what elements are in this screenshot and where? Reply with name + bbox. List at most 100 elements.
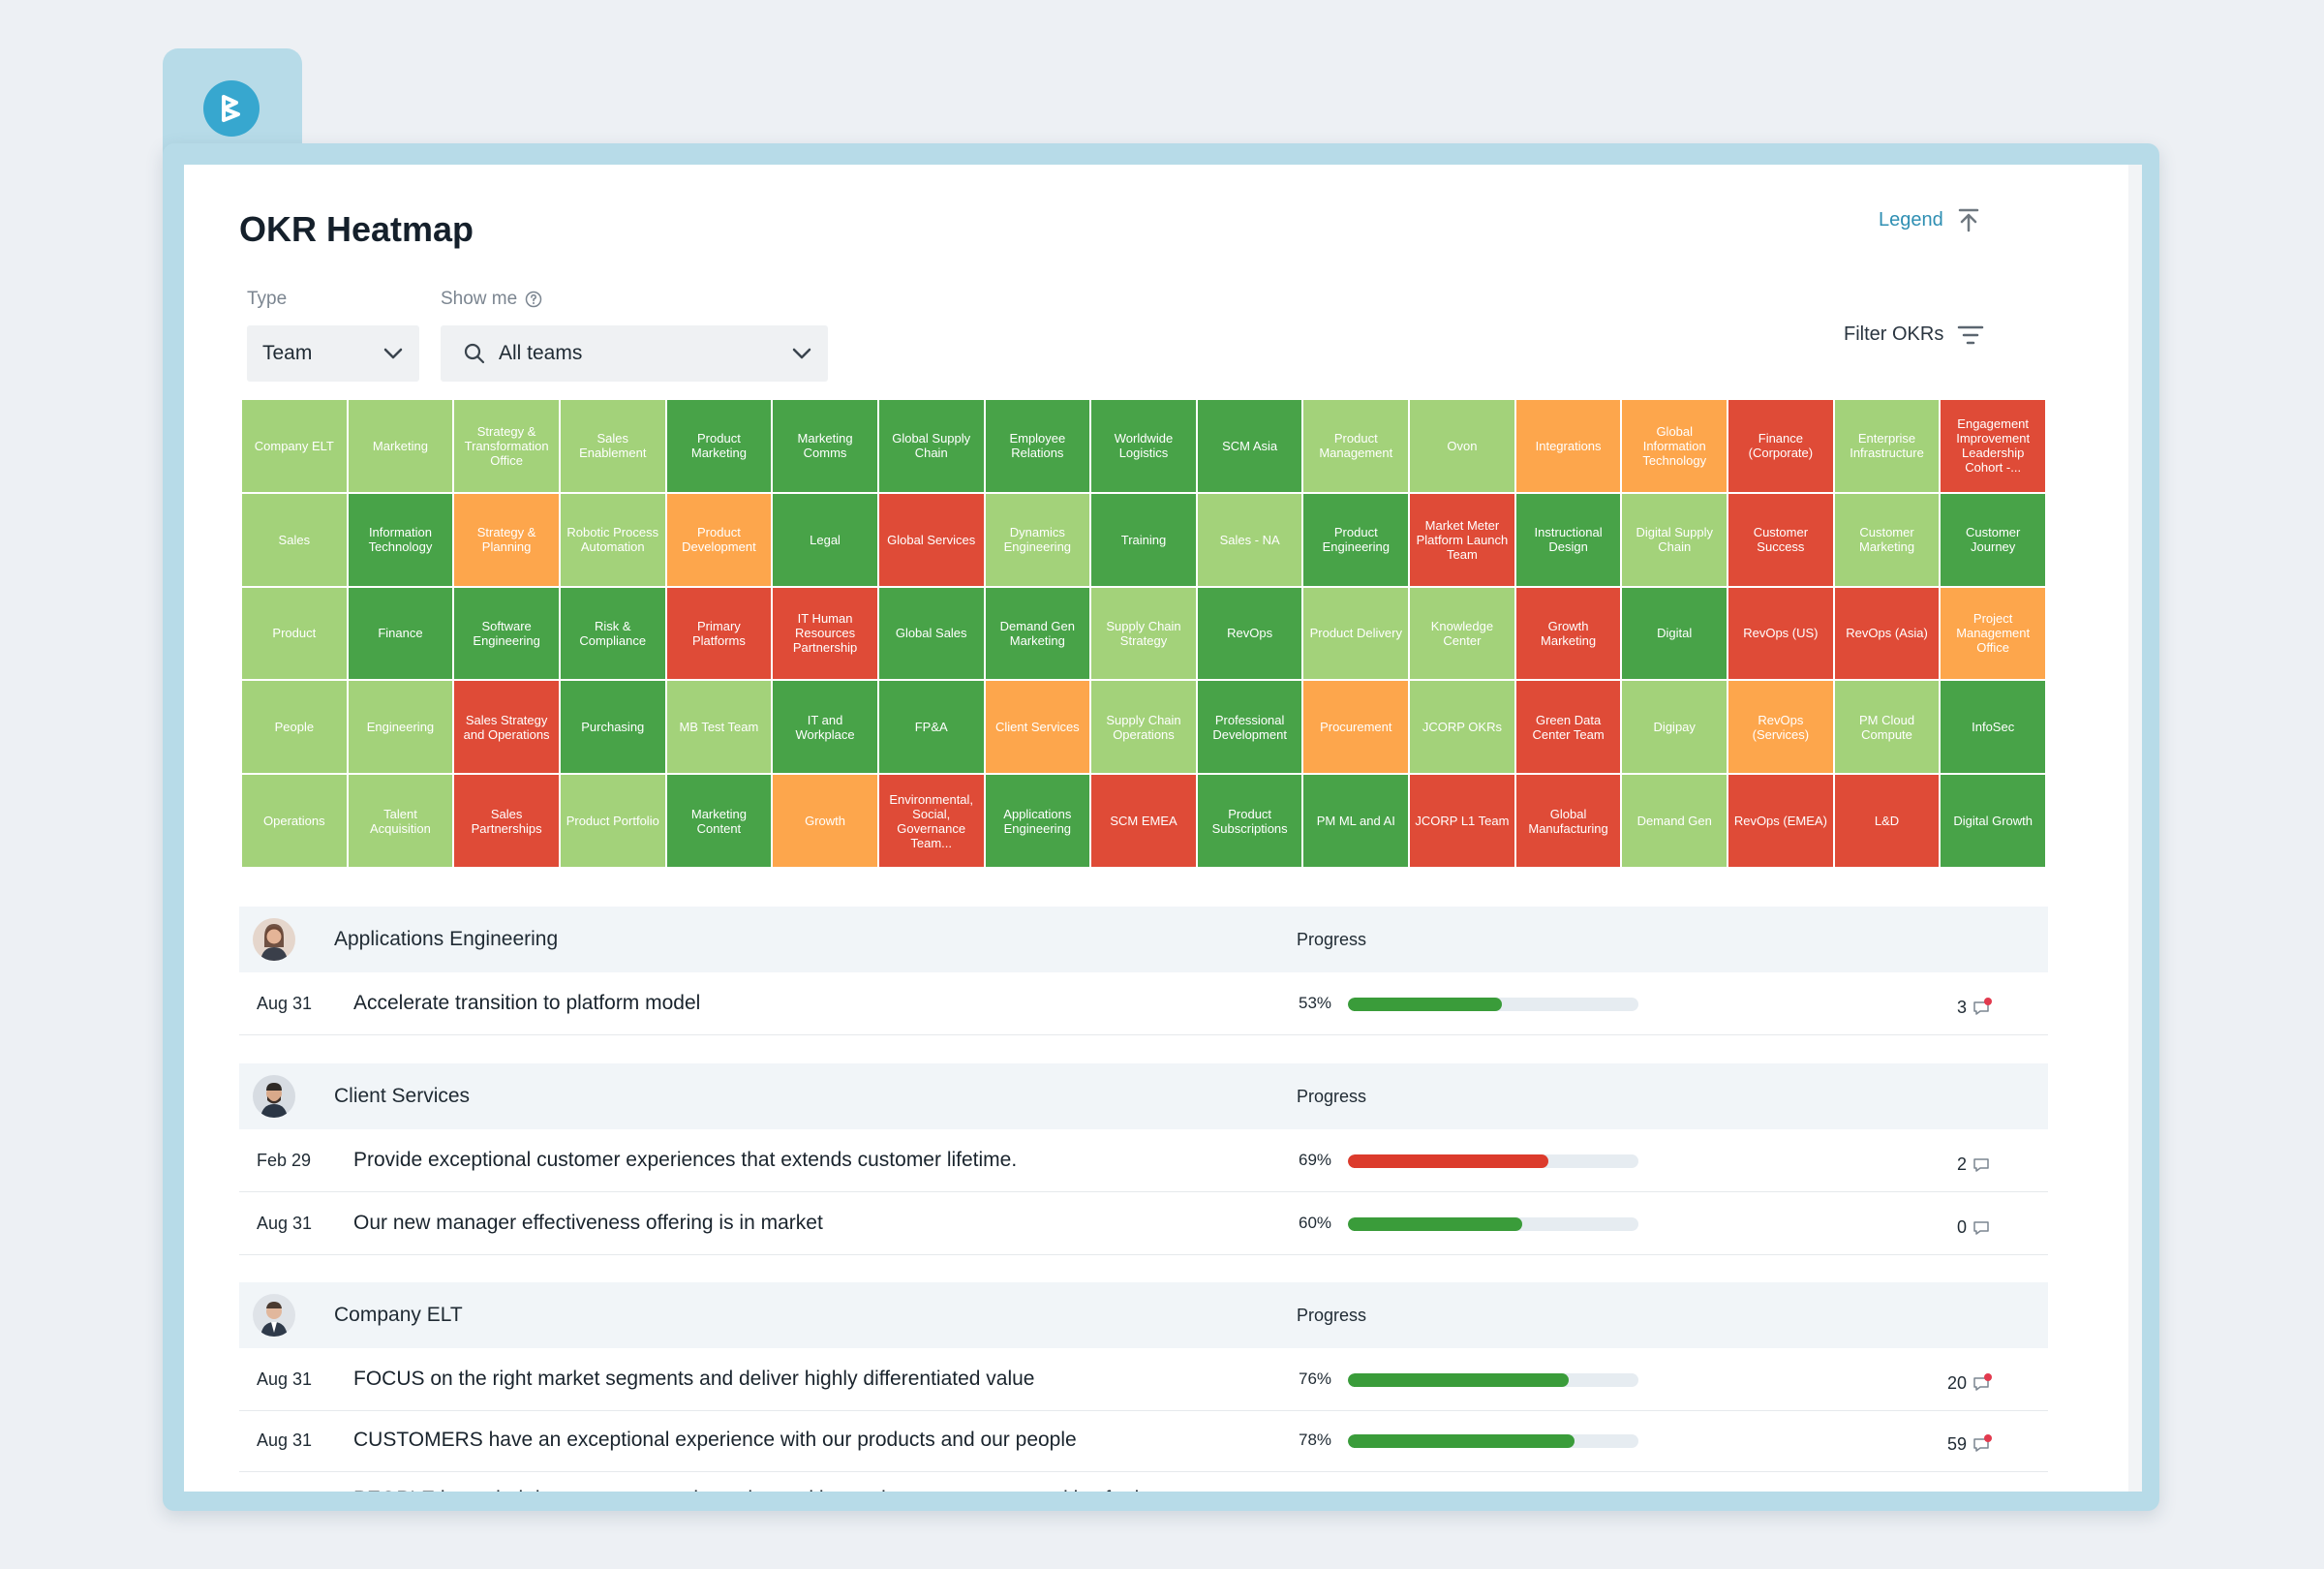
type-dropdown[interactable]: Team bbox=[247, 325, 419, 382]
heatmap-cell[interactable]: Strategy & Transformation Office bbox=[454, 400, 559, 492]
heatmap-cell[interactable]: JCORP L1 Team bbox=[1410, 775, 1514, 867]
heatmap-cell[interactable]: Client Services bbox=[985, 681, 1090, 774]
comments-button[interactable]: 0 bbox=[1957, 1217, 1990, 1238]
heatmap-cell[interactable]: Green Data Center Team bbox=[1515, 681, 1621, 774]
okr-row[interactable]: Aug 31 FOCUS on the right market segments… bbox=[239, 1348, 2048, 1411]
heatmap-cell[interactable]: Product Engineering bbox=[1303, 493, 1409, 586]
okr-title[interactable]: Our new manager effectiveness offering i… bbox=[353, 1212, 823, 1234]
heatmap-cell[interactable]: Market Meter Platform Launch Team bbox=[1410, 493, 1514, 586]
heatmap-cell[interactable]: Primary Platforms bbox=[666, 587, 772, 680]
heatmap-cell[interactable]: Product Management bbox=[1303, 400, 1409, 492]
filter-okrs-button[interactable]: Filter OKRs bbox=[1844, 323, 1984, 346]
heatmap-cell[interactable]: Digital Growth bbox=[1941, 775, 2045, 867]
heatmap-cell[interactable]: JCORP OKRs bbox=[1410, 681, 1514, 774]
heatmap-cell[interactable]: Integrations bbox=[1515, 400, 1621, 492]
heatmap-cell[interactable]: Global Services bbox=[878, 493, 984, 586]
heatmap-cell[interactable]: Product Portfolio bbox=[560, 775, 665, 867]
comments-button[interactable]: 20 bbox=[1947, 1372, 1992, 1394]
heatmap-cell[interactable]: Global Information Technology bbox=[1622, 400, 1728, 492]
heatmap-cell[interactable]: Sales Strategy and Operations bbox=[454, 681, 559, 774]
heatmap-cell[interactable]: Demand Gen Marketing bbox=[985, 587, 1090, 680]
show-me-dropdown[interactable]: All teams bbox=[441, 325, 828, 382]
heatmap-cell[interactable]: Finance (Corporate) bbox=[1728, 400, 1833, 492]
heatmap-cell[interactable]: Global Sales bbox=[878, 587, 984, 680]
heatmap-cell[interactable]: Product Delivery bbox=[1303, 587, 1409, 680]
help-icon[interactable] bbox=[525, 291, 542, 308]
comments-button[interactable]: 2 bbox=[1957, 1154, 1990, 1175]
okr-row[interactable]: Feb 29 Provide exceptional customer exper… bbox=[239, 1129, 2048, 1192]
heatmap-cell[interactable]: Enterprise Infrastructure bbox=[1834, 400, 1940, 492]
heatmap-cell[interactable]: Marketing Content bbox=[666, 775, 772, 867]
okr-title[interactable]: CUSTOMERS have an exceptional experience… bbox=[353, 1429, 1077, 1451]
heatmap-cell[interactable]: Sales Partnerships bbox=[454, 775, 559, 867]
heatmap-cell[interactable]: Knowledge Center bbox=[1410, 587, 1514, 680]
heatmap-cell[interactable]: Information Technology bbox=[348, 493, 453, 586]
okr-row[interactable]: PEOPLE have their best career experience… bbox=[239, 1468, 2048, 1492]
heatmap-cell[interactable]: Finance bbox=[348, 587, 453, 680]
app-logo[interactable] bbox=[203, 80, 260, 137]
heatmap-cell[interactable]: Product Marketing bbox=[666, 400, 772, 492]
heatmap-cell[interactable]: Demand Gen bbox=[1622, 775, 1728, 867]
heatmap-cell[interactable]: Legal bbox=[773, 493, 877, 586]
group-header-client-services[interactable]: Client Services Progress bbox=[239, 1063, 2048, 1129]
heatmap-cell[interactable]: Strategy & Planning bbox=[454, 493, 559, 586]
heatmap-cell[interactable]: Marketing bbox=[348, 400, 453, 492]
heatmap-cell[interactable]: Product Subscriptions bbox=[1197, 775, 1302, 867]
heatmap-cell[interactable]: Supply Chain Operations bbox=[1091, 681, 1196, 774]
legend-button[interactable]: Legend bbox=[1879, 207, 1980, 232]
heatmap-cell[interactable]: SCM Asia bbox=[1197, 400, 1302, 492]
scrollbar[interactable] bbox=[2128, 165, 2142, 1492]
heatmap-cell[interactable]: Company ELT bbox=[242, 400, 347, 492]
group-header-applications-engineering[interactable]: Applications Engineering Progress bbox=[239, 907, 2048, 972]
heatmap-cell[interactable]: Robotic Process Automation bbox=[560, 493, 665, 586]
heatmap-cell[interactable]: Dynamics Engineering bbox=[985, 493, 1090, 586]
heatmap-cell[interactable]: Engagement Improvement Leadership Cohort… bbox=[1941, 400, 2045, 492]
heatmap-cell[interactable]: PM Cloud Compute bbox=[1834, 681, 1940, 774]
heatmap-cell[interactable]: Worldwide Logistics bbox=[1091, 400, 1196, 492]
heatmap-cell[interactable]: MB Test Team bbox=[666, 681, 772, 774]
heatmap-cell[interactable]: Risk & Compliance bbox=[560, 587, 665, 680]
heatmap-cell[interactable]: RevOps (US) bbox=[1728, 587, 1833, 680]
heatmap-cell[interactable]: Purchasing bbox=[560, 681, 665, 774]
okr-title[interactable]: PEOPLE have their best career experience… bbox=[353, 1488, 1194, 1492]
heatmap-cell[interactable]: Procurement bbox=[1303, 681, 1409, 774]
heatmap-cell[interactable]: Software Engineering bbox=[454, 587, 559, 680]
heatmap-cell[interactable]: Customer Success bbox=[1728, 493, 1833, 586]
heatmap-cell[interactable]: Instructional Design bbox=[1515, 493, 1621, 586]
heatmap-cell[interactable]: Professional Development bbox=[1197, 681, 1302, 774]
heatmap-cell[interactable]: Talent Acquisition bbox=[348, 775, 453, 867]
heatmap-cell[interactable]: Product Development bbox=[666, 493, 772, 586]
heatmap-cell[interactable]: Marketing Comms bbox=[773, 400, 877, 492]
heatmap-cell[interactable]: Digital Supply Chain bbox=[1622, 493, 1728, 586]
heatmap-cell[interactable]: Training bbox=[1091, 493, 1196, 586]
heatmap-cell[interactable]: Applications Engineering bbox=[985, 775, 1090, 867]
heatmap-cell[interactable]: Sales - NA bbox=[1197, 493, 1302, 586]
heatmap-cell[interactable]: SCM EMEA bbox=[1091, 775, 1196, 867]
heatmap-cell[interactable]: Growth bbox=[773, 775, 877, 867]
okr-row[interactable]: Aug 31 CUSTOMERS have an exceptional expe… bbox=[239, 1409, 2048, 1472]
okr-title[interactable]: Provide exceptional customer experiences… bbox=[353, 1149, 1018, 1171]
heatmap-cell[interactable]: RevOps (Services) bbox=[1728, 681, 1833, 774]
heatmap-cell[interactable]: People bbox=[242, 681, 347, 774]
heatmap-cell[interactable]: InfoSec bbox=[1941, 681, 2045, 774]
heatmap-cell[interactable]: Employee Relations bbox=[985, 400, 1090, 492]
heatmap-cell[interactable]: RevOps (Asia) bbox=[1834, 587, 1940, 680]
heatmap-cell[interactable]: Engineering bbox=[348, 681, 453, 774]
heatmap-cell[interactable]: Sales bbox=[242, 493, 347, 586]
okr-title[interactable]: FOCUS on the right market segments and d… bbox=[353, 1368, 1035, 1390]
heatmap-cell[interactable]: Product bbox=[242, 587, 347, 680]
heatmap-cell[interactable]: Customer Journey bbox=[1941, 493, 2045, 586]
heatmap-cell[interactable]: Customer Marketing bbox=[1834, 493, 1940, 586]
heatmap-cell[interactable]: Digipay bbox=[1622, 681, 1728, 774]
group-header-company-elt[interactable]: Company ELT Progress bbox=[239, 1282, 2048, 1348]
heatmap-cell[interactable]: L&D bbox=[1834, 775, 1940, 867]
heatmap-cell[interactable]: Growth Marketing bbox=[1515, 587, 1621, 680]
heatmap-cell[interactable]: Project Management Office bbox=[1941, 587, 2045, 680]
heatmap-cell[interactable]: PM ML and AI bbox=[1303, 775, 1409, 867]
heatmap-cell[interactable]: Ovon bbox=[1410, 400, 1514, 492]
heatmap-cell[interactable]: RevOps bbox=[1197, 587, 1302, 680]
heatmap-cell[interactable]: IT Human Resources Partnership bbox=[773, 587, 877, 680]
comments-button[interactable]: 59 bbox=[1947, 1433, 1992, 1455]
okr-title[interactable]: Accelerate transition to platform model bbox=[353, 992, 701, 1014]
heatmap-cell[interactable]: Environmental, Social, Governance Team..… bbox=[878, 775, 984, 867]
